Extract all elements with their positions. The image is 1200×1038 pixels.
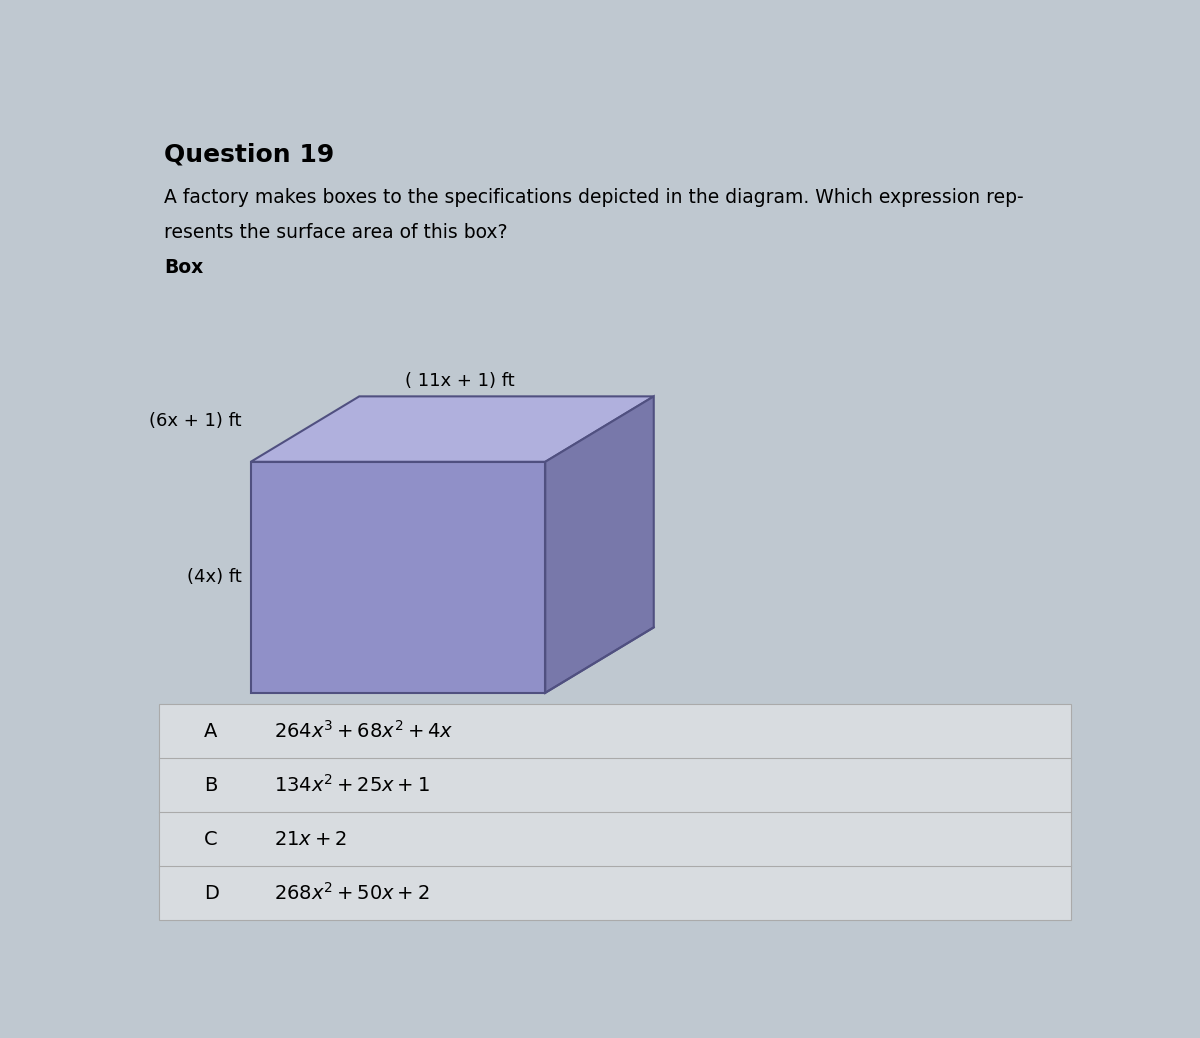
Text: resents the surface area of this box?: resents the surface area of this box?: [164, 223, 508, 242]
Text: D: D: [204, 883, 220, 902]
Text: B: B: [204, 775, 217, 795]
Text: (4x) ft: (4x) ft: [187, 569, 241, 586]
Text: Question 19: Question 19: [164, 142, 334, 166]
Text: $21x + 2$: $21x + 2$: [274, 829, 347, 849]
FancyBboxPatch shape: [160, 705, 1070, 920]
Text: A factory makes boxes to the specifications depicted in the diagram. Which expre: A factory makes boxes to the specificati…: [164, 189, 1024, 208]
Text: $134x^2 + 25x + 1$: $134x^2 + 25x + 1$: [274, 774, 430, 796]
Text: Box: Box: [164, 257, 203, 277]
Text: $264x^3 + 68x^2 + 4x$: $264x^3 + 68x^2 + 4x$: [274, 720, 454, 742]
Text: C: C: [204, 829, 218, 849]
Polygon shape: [251, 462, 545, 692]
Text: A: A: [204, 721, 217, 741]
Polygon shape: [545, 397, 654, 692]
Text: (6x + 1) ft: (6x + 1) ft: [149, 412, 241, 431]
Text: $268x^2 + 50x + 2$: $268x^2 + 50x + 2$: [274, 882, 430, 904]
Polygon shape: [251, 397, 654, 462]
Text: ( 11x + 1) ft: ( 11x + 1) ft: [406, 373, 515, 390]
